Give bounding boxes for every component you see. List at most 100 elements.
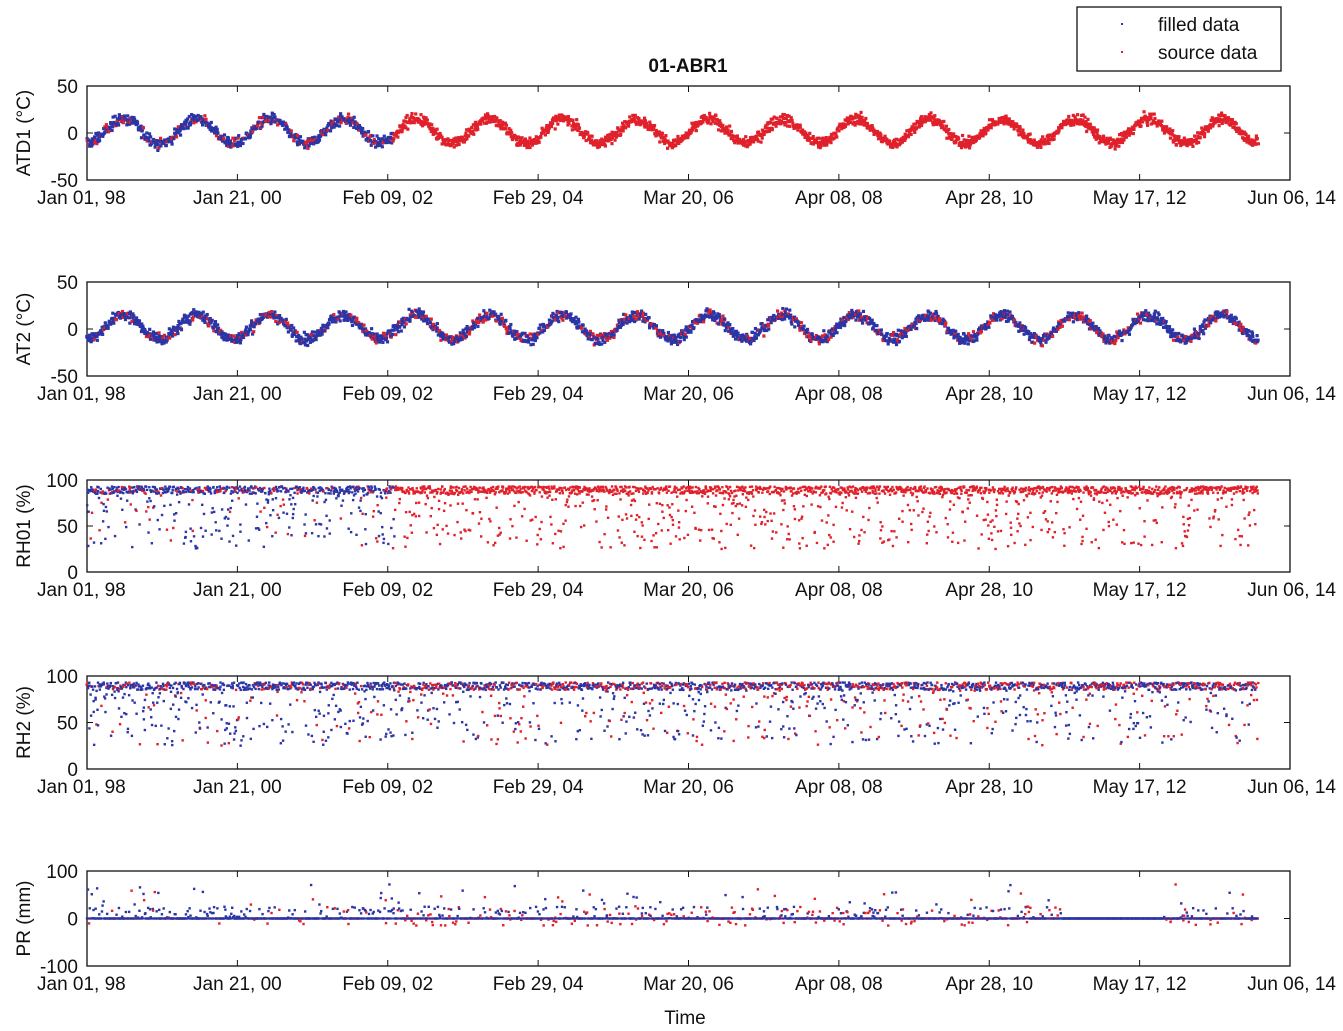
point-filled xyxy=(116,494,119,497)
point-filled xyxy=(748,342,753,346)
point-source xyxy=(785,124,790,128)
point-filled xyxy=(181,320,186,324)
point-source xyxy=(815,141,820,145)
point-source xyxy=(962,138,966,142)
chart-title: 01-ABR1 xyxy=(648,56,728,77)
point-source xyxy=(899,137,903,141)
point-filled xyxy=(390,141,394,145)
point-filled xyxy=(778,316,783,320)
point-source xyxy=(1175,135,1179,139)
point-filled xyxy=(273,115,277,119)
point-source xyxy=(168,336,172,340)
point-filled xyxy=(397,320,401,324)
point-source xyxy=(268,310,272,315)
point-source xyxy=(894,137,898,141)
point-source xyxy=(1093,128,1097,132)
point-filled xyxy=(311,142,316,146)
point-filled xyxy=(724,326,729,330)
point-source xyxy=(504,326,508,331)
point-source xyxy=(929,111,933,115)
point-filled xyxy=(551,311,555,316)
point-filled xyxy=(531,337,536,341)
point-filled xyxy=(390,131,395,136)
point-source xyxy=(775,116,779,120)
point-filled xyxy=(730,330,734,334)
point-source xyxy=(101,490,104,493)
point-source xyxy=(928,114,932,118)
point-filled xyxy=(833,328,838,332)
point-source xyxy=(912,122,916,126)
point-source xyxy=(710,115,714,119)
point-source xyxy=(693,321,698,325)
point-source xyxy=(482,121,486,125)
point-filled xyxy=(110,128,114,133)
point-filled xyxy=(1054,329,1059,333)
point-source xyxy=(690,126,694,131)
point-source xyxy=(798,328,802,332)
point-filled xyxy=(154,331,158,335)
point-filled xyxy=(997,314,1001,319)
point-source xyxy=(546,130,550,135)
point-filled xyxy=(804,331,808,335)
point-filled xyxy=(830,327,835,331)
point-source xyxy=(808,332,812,336)
point-filled xyxy=(309,335,313,339)
point-filled xyxy=(1074,312,1078,316)
point-source xyxy=(523,140,527,144)
point-source xyxy=(933,316,937,320)
point-source xyxy=(987,118,992,122)
point-filled xyxy=(637,317,641,321)
point-source xyxy=(872,128,876,132)
point-source xyxy=(581,131,585,135)
point-source xyxy=(1000,317,1004,321)
point-source xyxy=(1211,124,1215,128)
point-filled xyxy=(156,339,160,344)
point-filled xyxy=(106,324,110,329)
point-filled xyxy=(1110,336,1114,340)
point-filled xyxy=(1103,334,1107,338)
point-source xyxy=(660,134,664,139)
point-source xyxy=(824,135,828,140)
point-source xyxy=(969,141,973,146)
point-filled xyxy=(112,321,116,325)
point-filled xyxy=(128,321,132,325)
point-source xyxy=(157,145,161,150)
point-source xyxy=(422,116,426,121)
legend-label-filled: filled data xyxy=(1158,15,1240,36)
point-filled xyxy=(253,322,258,326)
point-filled xyxy=(187,114,191,119)
point-filled xyxy=(1044,340,1048,344)
point-filled xyxy=(1004,319,1009,323)
point-filled xyxy=(1214,310,1218,314)
point-source xyxy=(1042,142,1046,146)
point-source xyxy=(597,140,601,145)
point-filled xyxy=(151,330,156,334)
point-filled xyxy=(363,331,367,335)
point-filled xyxy=(584,329,589,333)
point-source xyxy=(898,333,902,337)
point-filled xyxy=(723,317,727,321)
point-filled xyxy=(284,317,288,322)
point-source xyxy=(439,338,443,342)
point-source xyxy=(1173,137,1177,141)
point-filled xyxy=(202,118,206,122)
point-filled xyxy=(483,311,487,315)
point-source xyxy=(993,123,997,127)
point-filled xyxy=(966,342,970,346)
point-source xyxy=(350,116,354,120)
point-filled xyxy=(489,312,493,316)
point-source xyxy=(1043,137,1047,142)
point-filled xyxy=(984,323,988,327)
point-source xyxy=(499,127,503,131)
point-source xyxy=(434,131,438,135)
point-filled xyxy=(370,332,374,336)
point-source xyxy=(803,135,807,140)
point-source xyxy=(791,318,796,322)
point-source xyxy=(778,115,783,119)
point-filled xyxy=(1077,311,1081,315)
point-source xyxy=(895,145,899,149)
point-source xyxy=(305,142,309,146)
point-filled xyxy=(1164,319,1168,324)
point-filled xyxy=(740,338,744,342)
